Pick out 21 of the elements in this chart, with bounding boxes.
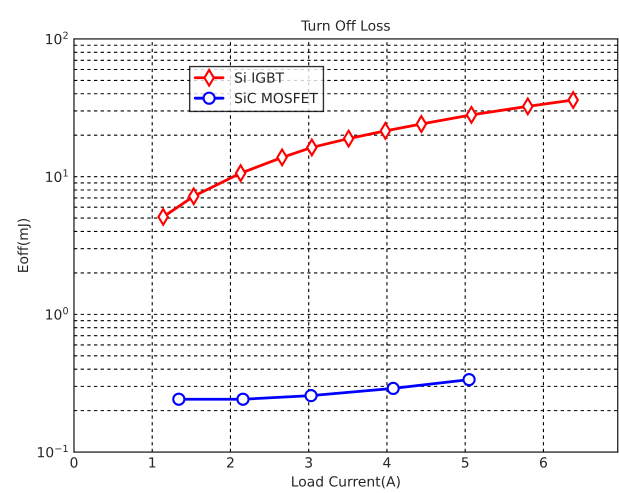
y-axis-title: Eoff(mJ) <box>17 218 31 272</box>
x-tick-label: 5 <box>462 457 468 468</box>
x-tick-label: 4 <box>383 457 391 468</box>
x-tick-label: 1 <box>149 457 156 468</box>
point <box>236 392 250 406</box>
point <box>386 382 400 396</box>
x-tick-label: 2 <box>227 457 234 468</box>
x-axis-title: Load Current(A) <box>292 476 400 488</box>
point <box>462 373 476 386</box>
chart-title: Turn Off Loss <box>301 20 390 31</box>
y-tick-label: 10$^{−1}$ <box>38 444 68 458</box>
point <box>172 392 186 406</box>
x-tick-label: 6 <box>540 457 547 468</box>
y-tick-label: 10$^{2}$ <box>46 32 68 44</box>
y-tick-label: 10$^{0}$ <box>46 307 68 320</box>
y-tick-label: 10$^{1}$ <box>46 169 68 182</box>
legend-label: Si IGBT <box>235 72 284 83</box>
x-tick-label: 0 <box>70 457 78 468</box>
point <box>304 389 318 402</box>
x-tick-label: 3 <box>305 457 312 468</box>
legend-label: SiC MOSFET <box>235 92 318 104</box>
